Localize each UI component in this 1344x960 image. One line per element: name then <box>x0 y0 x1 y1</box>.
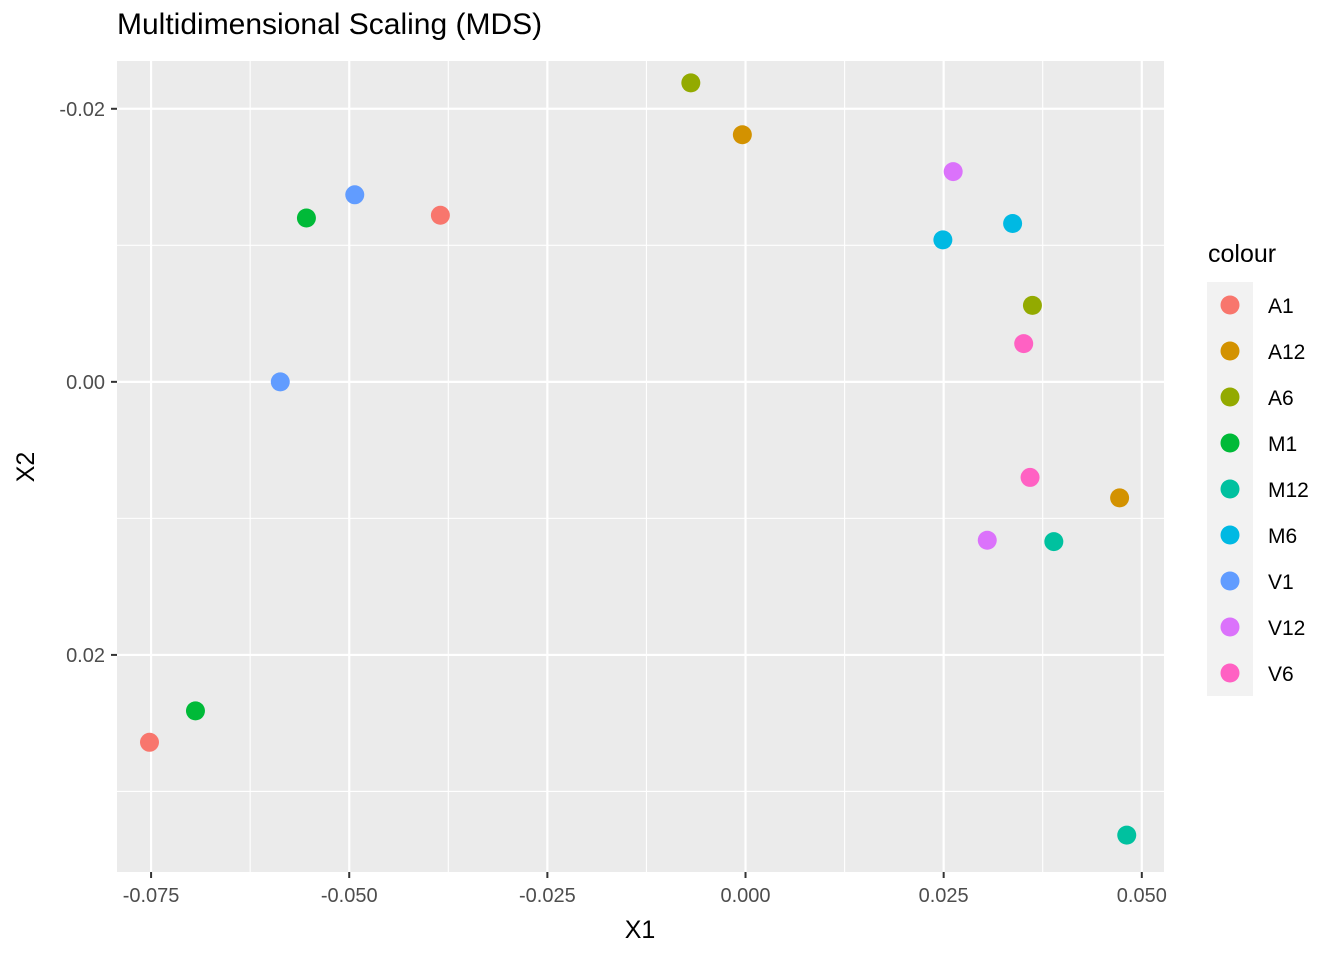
data-point-m12 <box>1044 532 1064 552</box>
x-tick-label: -0.075 <box>123 885 180 907</box>
data-points <box>139 73 1137 845</box>
x-tick-label: -0.050 <box>321 885 378 907</box>
data-point-m12 <box>1117 825 1137 845</box>
legend-label-m12: M12 <box>1268 479 1309 502</box>
legend: colour A1 A12 A6 M1 M12 M6 V1 V12 V6 <box>1207 240 1309 696</box>
legend-label-v12: V12 <box>1268 617 1305 640</box>
y-tick-label: 0.00 <box>66 372 105 394</box>
legend-label-a12: A12 <box>1268 341 1305 364</box>
x-tick-label: 0.025 <box>919 885 969 907</box>
y-tick-label: 0.02 <box>66 645 105 667</box>
legend-title: colour <box>1208 240 1276 268</box>
data-point-a12 <box>1110 488 1130 508</box>
major-gridlines <box>117 61 1164 872</box>
data-point-a6 <box>1022 295 1042 315</box>
legend-key-m6 <box>1220 525 1240 545</box>
data-point-v1 <box>270 372 290 392</box>
legend-label-m1: M1 <box>1268 433 1297 456</box>
legend-key-v6 <box>1220 663 1240 683</box>
data-point-v1 <box>345 185 365 205</box>
legend-key-m12 <box>1220 479 1240 499</box>
data-point-a1 <box>430 205 450 225</box>
plot-panel <box>117 61 1164 872</box>
legend-label-a1: A1 <box>1268 295 1294 318</box>
legend-label-v1: V1 <box>1268 571 1294 594</box>
legend-label-m6: M6 <box>1268 525 1297 548</box>
legend-key-v12 <box>1220 617 1240 637</box>
legend-key-a6 <box>1220 387 1240 407</box>
data-point-v6 <box>1014 334 1034 354</box>
legend-key-a12 <box>1220 341 1240 361</box>
x-tick-label: 0.050 <box>1117 885 1167 907</box>
legend-key-m1 <box>1220 433 1240 453</box>
data-point-m1 <box>185 701 205 721</box>
minor-gridlines <box>117 61 1164 872</box>
x-tick-label: 0.000 <box>720 885 770 907</box>
legend-label-v6: V6 <box>1268 663 1294 686</box>
data-point-a12 <box>732 125 752 145</box>
data-point-v12 <box>943 162 963 182</box>
legend-label-a6: A6 <box>1268 387 1294 410</box>
y-axis: -0.02 0.00 0.02 <box>59 99 117 667</box>
data-point-v12 <box>977 530 997 550</box>
chart-title: Multidimensional Scaling (MDS) <box>117 8 543 41</box>
x-tick-label: -0.025 <box>519 885 576 907</box>
data-point-m6 <box>1003 213 1023 233</box>
data-point-a1 <box>139 732 159 752</box>
data-point-a6 <box>681 73 701 93</box>
y-axis-title: X2 <box>12 452 40 483</box>
x-axis-title: X1 <box>625 916 656 944</box>
legend-key-v1 <box>1220 571 1240 591</box>
legend-key-a1 <box>1220 295 1240 315</box>
x-axis: -0.075 -0.050 -0.025 0.000 0.025 0.050 <box>123 872 1167 907</box>
data-point-m1 <box>296 208 316 228</box>
data-point-m6 <box>933 230 953 250</box>
y-tick-label: -0.02 <box>59 99 105 121</box>
data-point-v6 <box>1020 467 1040 487</box>
